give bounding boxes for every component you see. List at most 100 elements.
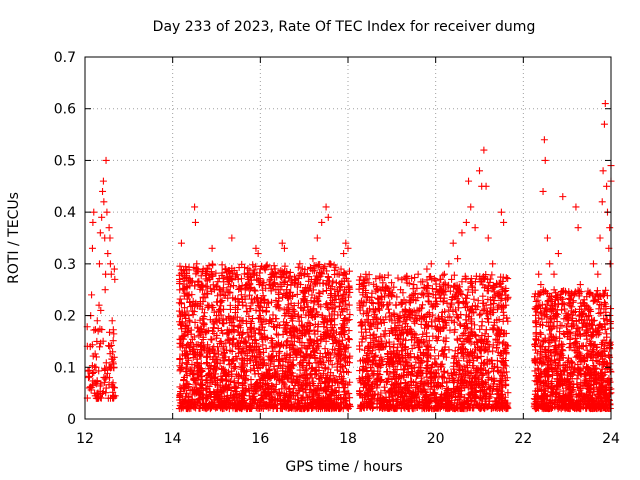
data-point [463, 291, 471, 299]
data-point [328, 310, 336, 318]
data-point [321, 262, 329, 270]
data-point [237, 365, 245, 373]
data-point [270, 262, 278, 270]
data-point [275, 362, 283, 370]
data-point [267, 265, 275, 273]
data-point [272, 330, 280, 338]
data-point [301, 367, 309, 375]
data-point [316, 349, 324, 357]
data-point [294, 299, 302, 307]
data-point [214, 278, 222, 286]
data-point [288, 341, 296, 349]
data-point [203, 359, 211, 367]
data-point [204, 290, 212, 298]
data-point [479, 292, 487, 300]
data-point [230, 282, 238, 290]
data-point [242, 281, 250, 289]
data-point [302, 354, 310, 362]
data-point [294, 333, 302, 341]
data-point [247, 366, 255, 374]
data-point [176, 343, 184, 351]
data-point [502, 382, 510, 390]
data-point [337, 265, 345, 273]
data-point [308, 365, 316, 373]
data-point [245, 312, 253, 320]
data-point [237, 275, 245, 283]
data-point [322, 286, 330, 294]
data-point [345, 293, 353, 301]
data-point [213, 331, 221, 339]
data-point [384, 301, 392, 309]
data-point [262, 344, 270, 352]
data-point [339, 320, 347, 328]
data-point [237, 291, 245, 299]
data-point [346, 311, 354, 319]
data-point [338, 306, 346, 314]
data-point [327, 294, 335, 302]
data-point [332, 292, 340, 300]
data-point [269, 347, 277, 355]
data-point [280, 318, 288, 326]
data-point [299, 371, 307, 379]
data-point [284, 301, 292, 309]
data-point [346, 394, 354, 402]
data-point [291, 395, 299, 403]
data-point [207, 285, 215, 293]
data-point [185, 316, 193, 324]
data-point [262, 308, 270, 316]
data-point [229, 269, 237, 277]
data-point [559, 341, 567, 349]
data-point [194, 341, 202, 349]
data-point [286, 268, 294, 276]
data-point [331, 349, 339, 357]
data-point [218, 261, 226, 269]
data-point [232, 362, 240, 370]
data-point [281, 321, 289, 329]
data-point [238, 334, 246, 342]
data-point [294, 396, 302, 404]
data-point [267, 298, 275, 306]
data-point [309, 286, 317, 294]
data-point [208, 336, 216, 344]
data-point [250, 336, 258, 344]
data-point [297, 272, 305, 280]
data-point [311, 354, 319, 362]
data-point [184, 392, 192, 400]
data-point [296, 366, 304, 374]
data-point [495, 368, 503, 376]
data-point [191, 318, 199, 326]
data-point [263, 261, 271, 269]
data-point [345, 335, 353, 343]
data-point [201, 309, 209, 317]
data-point [197, 326, 205, 334]
data-point [260, 279, 268, 287]
data-point [326, 285, 334, 293]
data-point [214, 292, 222, 300]
data-point [482, 326, 490, 334]
data-point [218, 365, 226, 373]
data-point [255, 376, 263, 384]
data-point [296, 338, 304, 346]
data-point [305, 393, 313, 401]
data-point [398, 276, 406, 284]
data-point [327, 351, 335, 359]
data-point [293, 353, 301, 361]
data-point [238, 363, 246, 371]
data-point [304, 359, 312, 367]
data-point [295, 317, 303, 325]
data-point [337, 350, 345, 358]
data-point [176, 295, 184, 303]
data-point [235, 371, 243, 379]
data-point [288, 334, 296, 342]
data-point [573, 375, 581, 383]
data-point [189, 311, 197, 319]
data-point [306, 322, 314, 330]
data-point [276, 347, 284, 355]
data-point [251, 329, 259, 337]
data-point [333, 366, 341, 374]
data-point [319, 279, 327, 287]
data-point [339, 336, 346, 344]
data-point [310, 305, 318, 313]
data-point [310, 326, 318, 334]
data-points [83, 100, 615, 413]
